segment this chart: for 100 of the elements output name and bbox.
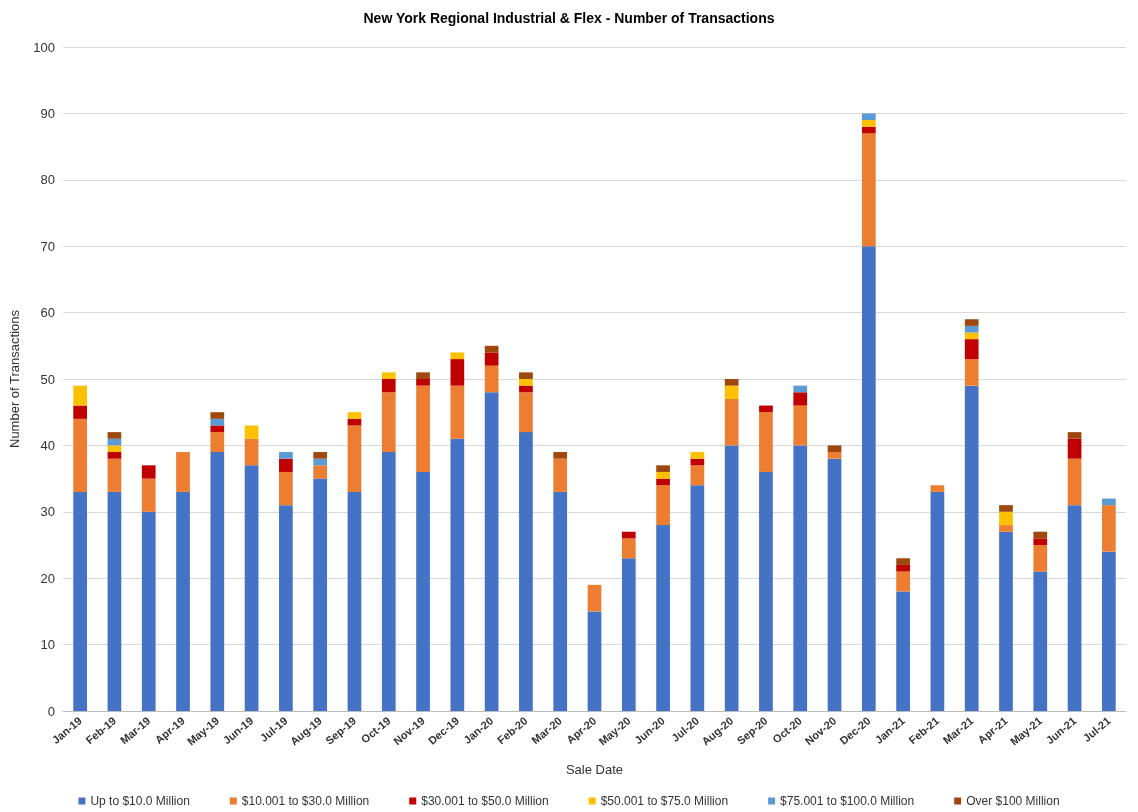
- bar: [107, 491, 122, 711]
- bar: [964, 339, 979, 360]
- y-tick-label: 0: [47, 703, 55, 719]
- bar: [450, 385, 465, 439]
- bar: [861, 120, 876, 127]
- bar: [999, 511, 1013, 526]
- bar: [553, 491, 568, 711]
- bar: [519, 432, 533, 711]
- bar: [587, 611, 602, 711]
- bar: [381, 379, 396, 393]
- bar: [964, 385, 979, 711]
- bar: [690, 485, 705, 711]
- bar: [827, 445, 842, 453]
- bar: [896, 564, 910, 572]
- bar: [73, 418, 87, 492]
- bar: [1067, 438, 1082, 459]
- y-tick-label: 10: [40, 637, 55, 653]
- bar: [313, 478, 328, 711]
- bar: [553, 458, 568, 492]
- bar: [861, 113, 876, 121]
- bar: [1102, 551, 1116, 711]
- bar: [381, 452, 396, 711]
- bar: [416, 385, 430, 472]
- y-tick-label: 40: [40, 437, 55, 453]
- bar: [690, 452, 705, 459]
- bar: [1067, 505, 1082, 711]
- bar: [1102, 505, 1116, 552]
- legend-label: Up to $10.0 Million: [90, 794, 190, 808]
- bar: [793, 392, 808, 406]
- y-tick-label: 20: [40, 570, 55, 586]
- bar: [210, 418, 225, 426]
- bar: [724, 445, 739, 711]
- bar: [861, 126, 876, 134]
- bar: [210, 432, 225, 453]
- bar: [416, 379, 430, 386]
- bar: [861, 246, 876, 711]
- bar: [827, 458, 842, 711]
- bar: [621, 538, 636, 559]
- bar: [1067, 458, 1082, 506]
- bar: [347, 491, 362, 711]
- bar: [210, 425, 225, 433]
- bar: [107, 458, 122, 492]
- bar: [519, 379, 533, 386]
- bar: [519, 385, 533, 393]
- bar: [964, 332, 979, 340]
- y-tick-label: 90: [40, 105, 55, 121]
- bar: [1033, 545, 1048, 572]
- bar: [930, 491, 945, 711]
- bar: [279, 458, 293, 472]
- bar: [210, 412, 225, 419]
- bar: [690, 465, 705, 486]
- bar: [484, 352, 499, 366]
- y-tick-label: 50: [40, 371, 55, 387]
- bar: [861, 133, 876, 247]
- bar: [724, 379, 739, 386]
- legend-label: $10.001 to $30.0 Million: [241, 794, 370, 808]
- bar: [1033, 538, 1048, 545]
- bar: [656, 485, 670, 526]
- bar: [313, 452, 328, 459]
- bar: [210, 452, 225, 711]
- y-tick-label: 30: [40, 504, 55, 520]
- legend-label: $30.001 to $50.0 Million: [421, 794, 549, 808]
- bar: [964, 359, 979, 386]
- bar: [244, 438, 259, 466]
- bar: [107, 432, 122, 439]
- bar: [519, 392, 533, 433]
- bar: [73, 491, 87, 711]
- y-tick-label: 60: [40, 305, 55, 321]
- bar: [347, 425, 362, 492]
- bar: [896, 558, 910, 565]
- bar: [896, 591, 910, 711]
- bar: [1033, 531, 1048, 539]
- bar: [621, 531, 636, 539]
- bar: [656, 478, 670, 486]
- bar: [313, 465, 328, 479]
- bar: [450, 359, 465, 386]
- bar: [416, 372, 430, 379]
- bar: [279, 505, 293, 711]
- bar: [313, 458, 328, 466]
- bar: [450, 352, 465, 360]
- bar: [724, 398, 739, 446]
- bar: [621, 558, 636, 711]
- y-axis-title: Number of Transactions: [7, 309, 22, 449]
- legend-label: $50.001 to $75.0 Million: [600, 794, 729, 808]
- bar: [793, 405, 808, 446]
- y-tick-label: 70: [40, 238, 55, 254]
- bar: [279, 452, 293, 459]
- bar: [759, 405, 773, 413]
- bar: [930, 485, 945, 492]
- bar: [964, 319, 979, 326]
- x-axis-title: Sale Date: [565, 762, 624, 777]
- bar: [896, 571, 910, 592]
- bar: [656, 525, 670, 711]
- bar: [759, 412, 773, 472]
- bar: [416, 471, 430, 711]
- bar: [484, 365, 499, 393]
- bar: [73, 405, 87, 419]
- y-tick-label: 80: [40, 172, 55, 188]
- chart-title: New York Regional Industrial & Flex - Number of Transactions: [363, 10, 775, 26]
- bar: [759, 471, 773, 711]
